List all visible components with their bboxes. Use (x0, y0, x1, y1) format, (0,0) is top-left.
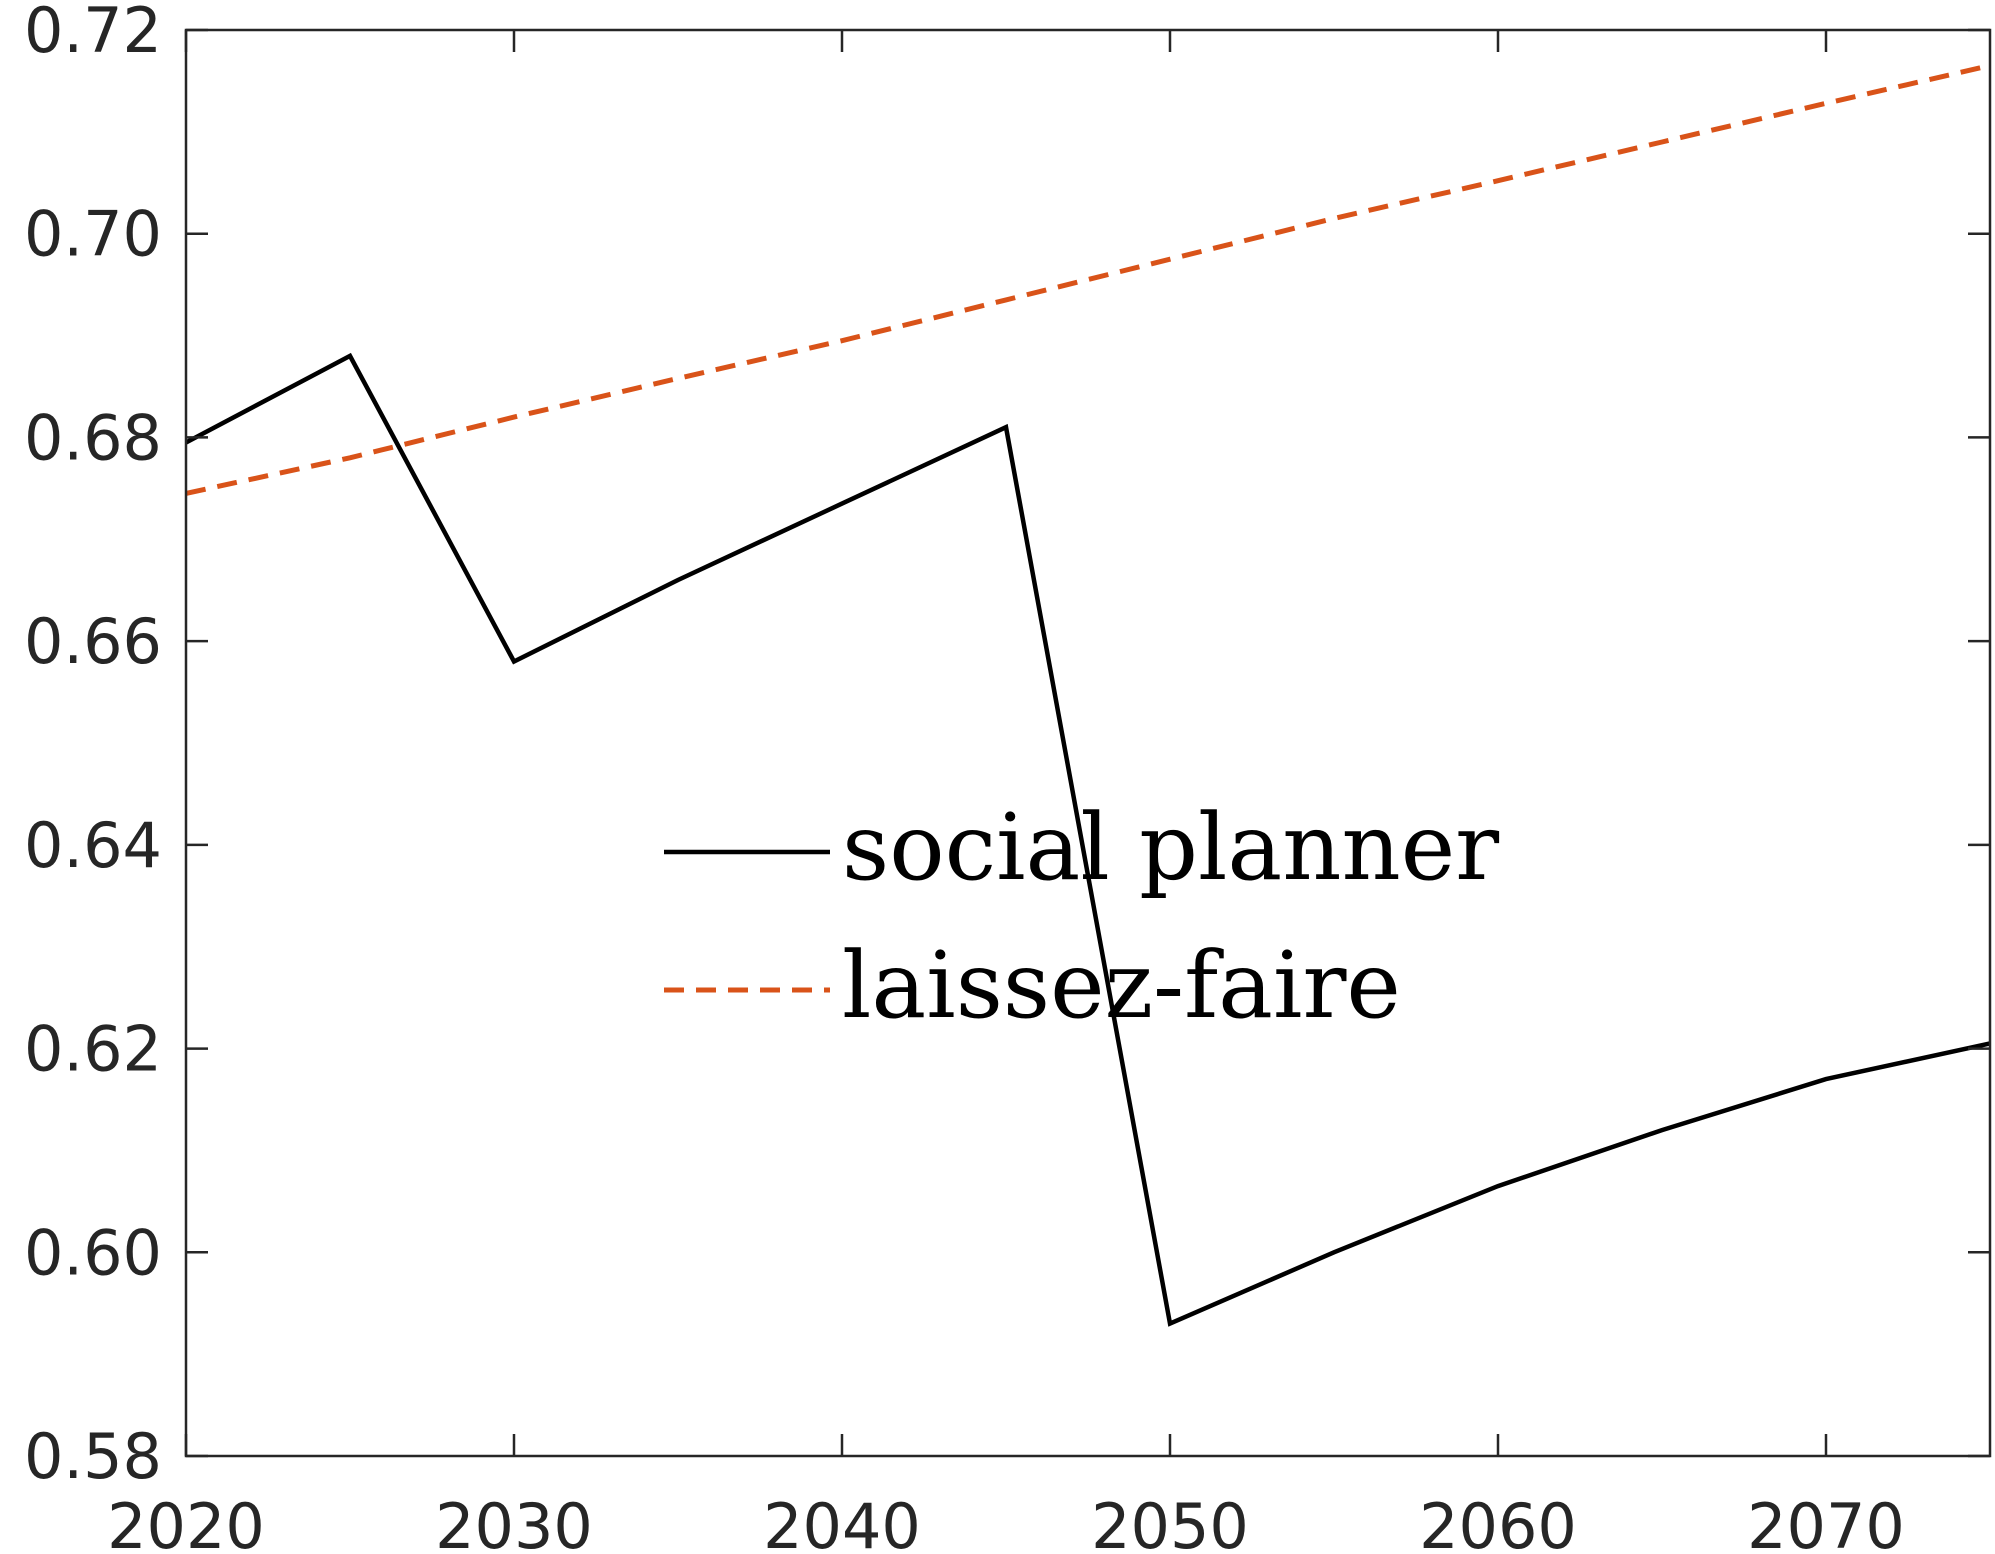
x-tick-label: 2030 (435, 1490, 593, 1554)
y-tick-label: 0.70 (24, 198, 162, 271)
plot-area-frame (184, 28, 1992, 1458)
plot-lines (186, 63, 1990, 1327)
y-tick-labels: 0.58 0.60 0.62 0.64 0.66 0.68 0.70 0.72 (24, 0, 162, 1493)
y-tick-label: 0.58 (24, 1420, 162, 1493)
x-tick-label: 2060 (1419, 1490, 1577, 1554)
x-tick-label: 2050 (1091, 1490, 1249, 1554)
y-tick-label: 0.68 (24, 401, 162, 474)
y-tick-label: 0.62 (24, 1013, 162, 1086)
y-tick-label: 0.72 (24, 0, 162, 67)
x-tick-labels: 2020 2030 2040 2050 2060 2070 (107, 1490, 1905, 1554)
series-line-social-planner (186, 352, 1990, 1327)
y-tick-label: 0.66 (24, 605, 162, 678)
axis-ticks (184, 28, 1990, 1458)
y-tick-label: 0.60 (24, 1216, 162, 1289)
legend-label: laissez-faire (842, 932, 1401, 1039)
legend-label: social planner (842, 794, 1499, 901)
x-tick-label: 2070 (1747, 1490, 1905, 1554)
x-tick-label: 2020 (107, 1490, 265, 1554)
y-tick-label: 0.64 (24, 809, 162, 882)
series-line-laissez-faire (186, 63, 1990, 496)
x-tick-label: 2040 (763, 1490, 921, 1554)
legend: social planner laissez-faire (664, 794, 1499, 1039)
